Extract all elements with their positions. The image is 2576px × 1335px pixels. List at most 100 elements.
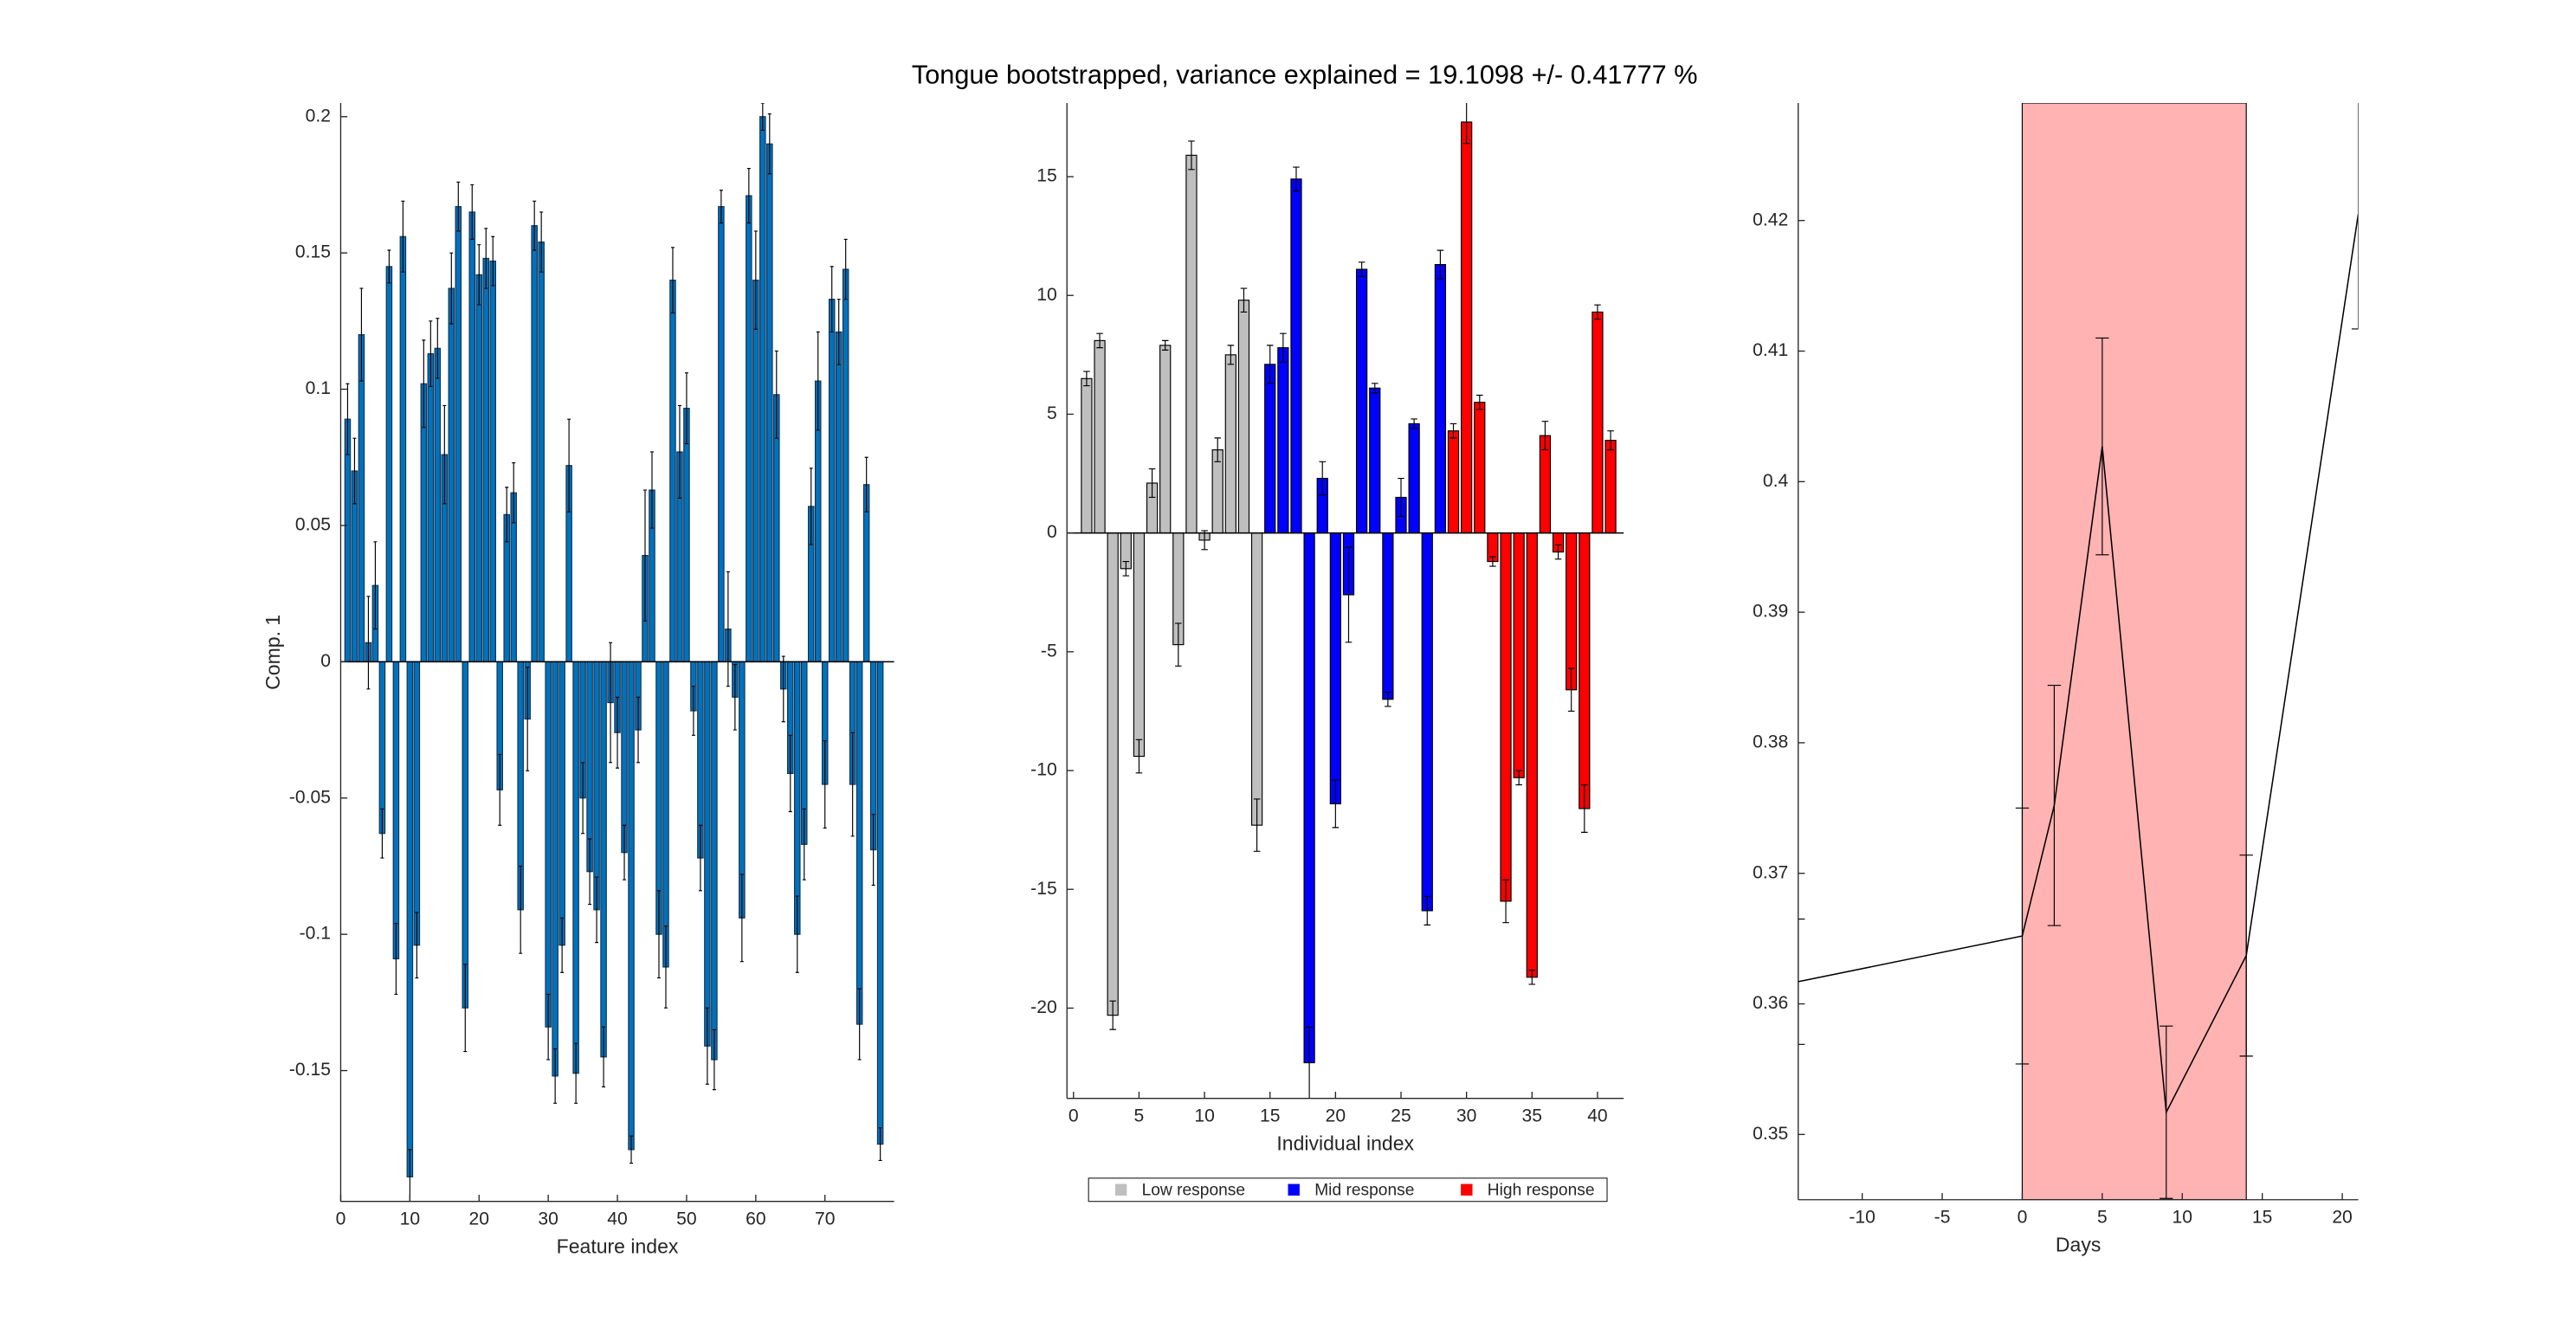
- bar: [482, 257, 490, 662]
- bar: [392, 661, 400, 960]
- x-tick-label: 40: [1587, 1106, 1607, 1125]
- y-tick-label: 0: [1047, 522, 1057, 542]
- bar: [1566, 532, 1578, 691]
- bar: [746, 195, 752, 662]
- bar: [1303, 532, 1315, 1064]
- bar: [1211, 449, 1223, 534]
- y-tick-label: -0.05: [289, 787, 331, 807]
- bar: [842, 268, 849, 662]
- bar: [766, 143, 773, 662]
- x-tick-label: 10: [400, 1209, 420, 1229]
- error-bar: [616, 696, 620, 769]
- error-bar: [843, 238, 848, 300]
- x-axis-label: Feature index: [557, 1235, 679, 1258]
- error-bar: [491, 235, 495, 287]
- error-bar: [1371, 383, 1378, 394]
- figure-title: Tongue bootstrapped, variance explained …: [912, 59, 1698, 89]
- error-bar: [373, 541, 378, 630]
- error-bar: [809, 468, 813, 545]
- bar: [855, 661, 863, 1025]
- bar: [1159, 345, 1172, 534]
- bar: [1356, 268, 1368, 534]
- error-bar: [1306, 1026, 1313, 1099]
- y-tick-label: 0: [320, 651, 331, 671]
- error-bar: [1175, 622, 1182, 667]
- x-tick-label: 10: [1194, 1106, 1214, 1125]
- error-bar: [802, 808, 806, 880]
- bar: [1513, 532, 1525, 778]
- error-bar: [649, 451, 654, 529]
- error-bar: [1214, 437, 1221, 462]
- error-bar: [533, 200, 537, 251]
- y-tick-label: 0.35: [1753, 1124, 1788, 1144]
- error-bar: [705, 1007, 709, 1085]
- error-bar: [387, 249, 391, 284]
- bar: [489, 261, 497, 662]
- bar: [545, 661, 552, 1028]
- error-bar: [719, 190, 723, 224]
- bar: [406, 661, 414, 1177]
- error-bar: [733, 663, 737, 731]
- error-bar: [456, 181, 461, 232]
- error-bar: [816, 331, 820, 431]
- x-tick-label: 40: [607, 1209, 627, 1229]
- error-bar: [1188, 140, 1195, 171]
- error-bar: [345, 383, 350, 455]
- y-tick-label: -0.1: [300, 924, 331, 944]
- y-axis-label: Comp. 1: [261, 615, 284, 690]
- error-bar: [1567, 668, 1575, 713]
- x-tick-label: 30: [1456, 1106, 1476, 1125]
- error-bar: [1332, 779, 1340, 829]
- y-tick-label: -20: [1030, 997, 1057, 1017]
- bar: [835, 331, 843, 662]
- error-bar: [560, 917, 565, 973]
- bar: [1329, 532, 1341, 805]
- error-bar: [1293, 166, 1300, 192]
- error-bar: [698, 824, 702, 892]
- y-tick-label: 0.05: [295, 515, 331, 535]
- error-bar: [1398, 477, 1404, 518]
- error-bar: [436, 318, 440, 379]
- error-bar: [442, 404, 447, 505]
- error-bar: [712, 1029, 716, 1091]
- error-bar: [1515, 770, 1522, 786]
- error-bar: [781, 655, 785, 723]
- error-bar: [463, 964, 468, 1053]
- y-tick-label: 0.42: [1753, 210, 1788, 229]
- error-bar: [588, 838, 592, 906]
- bar: [1474, 402, 1486, 534]
- bar: [752, 280, 759, 662]
- error-bar: [1122, 560, 1130, 577]
- error-bar: [767, 113, 772, 175]
- bar: [1369, 387, 1381, 534]
- error-bar: [1227, 345, 1235, 365]
- legend-label: Mid response: [1314, 1181, 1414, 1199]
- bar: [558, 661, 565, 946]
- x-tick-label: 25: [1391, 1106, 1411, 1125]
- error-bar: [663, 925, 668, 1009]
- bar: [828, 299, 836, 662]
- x-axis-label: Individual index: [1276, 1132, 1414, 1155]
- error-bar: [567, 418, 571, 513]
- bar: [1290, 178, 1302, 534]
- bar: [475, 274, 483, 662]
- x-tick-label: 35: [1522, 1106, 1542, 1125]
- bar: [683, 408, 690, 662]
- y-tick-label: 0.36: [1753, 993, 1788, 1013]
- error-bar: [1594, 304, 1601, 320]
- bar: [1382, 532, 1394, 700]
- error-bar: [670, 247, 675, 313]
- error-bar: [1449, 422, 1457, 439]
- error-bar: [1581, 784, 1588, 833]
- error-bar: [1096, 332, 1103, 349]
- error-bar: [1411, 418, 1417, 429]
- error-bar: [449, 252, 454, 325]
- error-bar: [684, 372, 688, 445]
- x-tick-label: 70: [815, 1209, 835, 1229]
- bar: [669, 280, 676, 662]
- bar: [1461, 121, 1473, 534]
- error-bar: [526, 667, 530, 771]
- y-tick-label: 0.15: [295, 242, 331, 262]
- bar: [358, 334, 365, 662]
- x-tick-label: 5: [2097, 1207, 2108, 1227]
